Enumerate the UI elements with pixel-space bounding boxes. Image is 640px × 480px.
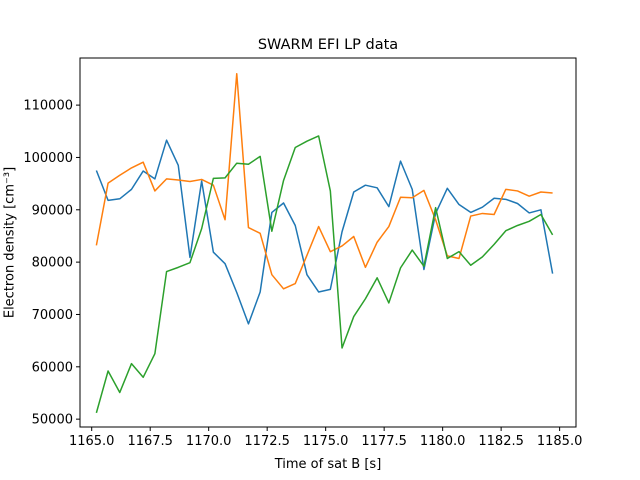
series-line-1 — [95, 139, 554, 325]
y-tick-label: 110000 — [23, 99, 73, 114]
y-tick-label: 50000 — [32, 413, 73, 428]
x-tick-label: 1180.0 — [420, 434, 466, 449]
y-tick-label: 100000 — [23, 151, 73, 166]
y-tick-label: 60000 — [32, 360, 73, 375]
y-axis-label: Electron density [cm⁻³] — [3, 167, 18, 318]
x-tick-label: 1165.0 — [69, 434, 115, 449]
y-tick-label: 90000 — [32, 203, 73, 218]
x-tick-label: 1172.5 — [244, 434, 290, 449]
x-axis-ticks: 1165.0 1167.5 1170.0 1172.5 1175.0 1177.5 1180… — [69, 427, 582, 449]
y-tick-label: 80000 — [32, 256, 73, 271]
x-tick-label: 1170.0 — [186, 434, 232, 449]
y-axis-ticks: 50000 60000 70000 80000 90000 100000 110000 — [23, 99, 80, 428]
x-tick-label: 1182.5 — [478, 434, 524, 449]
x-tick-label: 1175.0 — [303, 434, 349, 449]
plot-area — [95, 72, 554, 414]
chart-title: SWARM EFI LP data — [258, 37, 398, 53]
y-tick-label: 70000 — [32, 308, 73, 323]
x-axis-label: Time of sat B [s] — [274, 457, 382, 472]
x-tick-label: 1167.5 — [127, 434, 173, 449]
x-tick-label: 1185.0 — [537, 434, 583, 449]
series-line-3 — [95, 135, 554, 414]
x-tick-label: 1177.5 — [361, 434, 407, 449]
axes-frame — [79, 57, 577, 428]
series-line-2 — [95, 72, 553, 290]
